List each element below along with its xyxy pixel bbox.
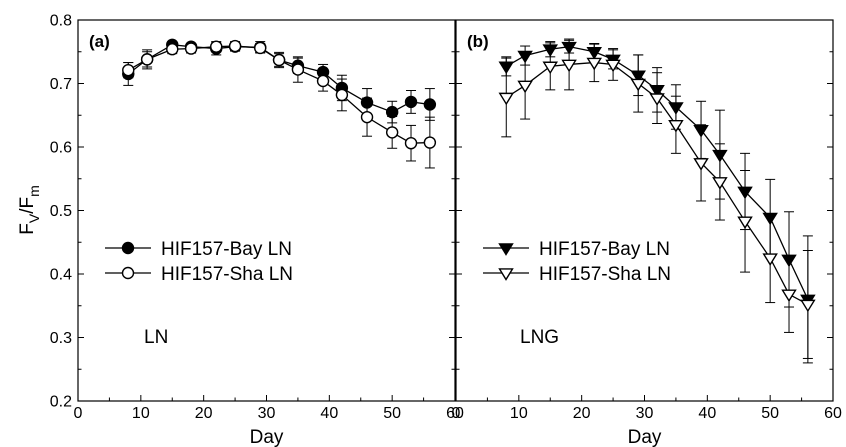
data-point	[423, 136, 437, 149]
data-point	[335, 88, 349, 102]
plot-frame	[455, 19, 834, 402]
legend-label: HIF157-Sha LN	[161, 264, 293, 285]
legend-label: HIF157-Sha LN	[539, 264, 671, 285]
data-point	[737, 216, 753, 230]
data-point	[517, 80, 533, 94]
x-tick-label: 20	[195, 405, 213, 422]
legend-marker	[498, 243, 514, 256]
data-point	[542, 61, 559, 75]
data-point	[404, 95, 418, 109]
x-tick-label: 40	[698, 405, 716, 422]
legend: HIF157-Bay LN HIF157-Sha LN	[105, 239, 293, 285]
legend: HIF157-Bay LN HIF157-Sha LN	[483, 239, 671, 285]
data-point	[385, 105, 399, 119]
treatment-label: LN	[144, 327, 168, 348]
x-tick-label: 0	[452, 405, 461, 422]
data-point	[385, 126, 399, 139]
data-point	[316, 74, 330, 88]
y-tick-label: 0.2	[50, 394, 72, 411]
legend-label: HIF157-Bay LN	[161, 239, 292, 260]
y-tick-label: 0.4	[50, 267, 72, 284]
x-tick-label: 50	[383, 405, 401, 422]
data-point	[184, 42, 198, 55]
legend-marker	[121, 241, 135, 255]
data-point	[122, 63, 135, 77]
y-axis-title-subscript: V	[26, 213, 42, 223]
y-tick-label: 0.7	[50, 76, 72, 93]
data-point	[166, 43, 179, 56]
data-point	[291, 63, 305, 76]
data-point	[712, 177, 728, 190]
data-point	[254, 41, 267, 55]
series-sha	[122, 39, 437, 169]
legend-label: HIF157-Bay LN	[539, 239, 670, 260]
data-point	[404, 136, 418, 150]
x-tick-label: 40	[320, 405, 338, 422]
y-tick-label: 0.5	[50, 203, 72, 220]
data-point	[423, 98, 437, 111]
y-axis-title: FV/Fm	[17, 185, 42, 235]
data-point	[649, 93, 665, 106]
x-tick-label: 30	[636, 405, 654, 422]
data-point	[272, 53, 286, 67]
data-point	[140, 53, 154, 66]
panel-label: (b)	[467, 32, 489, 51]
y-tick-label: 0.6	[50, 140, 72, 157]
x-tick-label: 60	[446, 405, 464, 422]
data-point	[586, 57, 602, 71]
data-point	[668, 119, 684, 133]
x-tick-label: 10	[132, 405, 150, 422]
x-tick-label: 60	[824, 405, 842, 422]
data-point	[693, 158, 709, 171]
y-axis-title-text: F	[17, 223, 38, 235]
x-tick-label: 10	[510, 405, 528, 422]
y-axis-title-text: /F	[17, 197, 38, 214]
data-point	[781, 289, 797, 303]
plot-frame	[77, 19, 456, 402]
data-point	[762, 253, 778, 266]
series-sha	[498, 38, 816, 359]
data-point	[561, 59, 577, 73]
data-point	[498, 92, 515, 106]
x-tick-label: 50	[761, 405, 779, 422]
data-point	[800, 299, 816, 313]
y-axis-title-subscript: m	[26, 185, 42, 197]
x-axis-title: Day	[250, 427, 284, 447]
x-tick-label: 0	[74, 405, 83, 422]
panel-a: 0 10 20 30 40 50 60 0.2 0.3 0.4 0.5 0.6 0.7 0.8 Day FV/…	[17, 13, 464, 447]
legend-marker	[121, 266, 135, 280]
panel-label: (a)	[89, 32, 110, 51]
y-tick-label: 0.3	[50, 330, 72, 347]
legend-marker	[498, 268, 514, 281]
x-tick-label: 20	[573, 405, 591, 422]
x-tick-label: 30	[258, 405, 276, 422]
x-axis-title: Day	[628, 427, 662, 447]
y-tick-label: 0.8	[50, 13, 72, 30]
data-point	[210, 40, 223, 53]
data-point	[630, 78, 646, 92]
data-point	[360, 110, 374, 124]
data-point	[228, 39, 242, 53]
data-point	[605, 59, 621, 73]
treatment-label: LNG	[520, 327, 559, 348]
